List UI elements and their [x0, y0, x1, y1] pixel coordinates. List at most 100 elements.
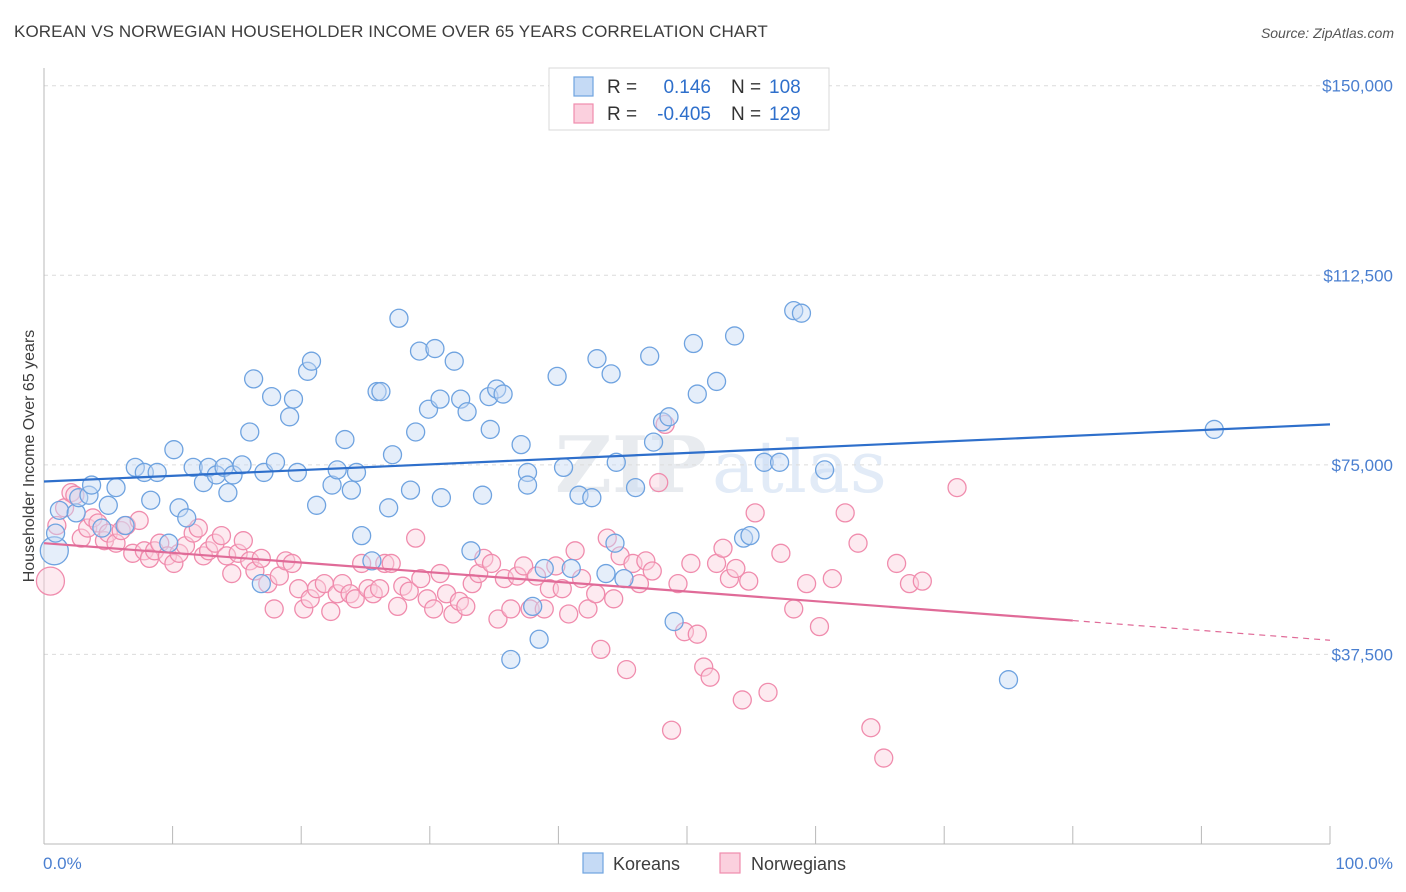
korean-point [431, 488, 452, 508]
korean-point [346, 462, 367, 483]
korean-point [501, 649, 521, 670]
norwegian-point [578, 599, 598, 619]
norwegian-point [129, 510, 149, 531]
norwegian-point [616, 659, 637, 680]
norwegian-point [591, 639, 611, 660]
chart-title: KOREAN VS NORWEGIAN HOUSEHOLDER INCOME O… [14, 22, 768, 41]
korean-point [251, 573, 271, 594]
y-axis-tick-labels: $150,000 $112,500 $75,000 $37,500 [1322, 77, 1393, 665]
korean-point [335, 429, 355, 450]
korean-point [587, 349, 607, 369]
norwegian-point [636, 551, 656, 571]
legend-n-value-koreans: 108 [769, 77, 801, 98]
norwegian-point [796, 573, 817, 594]
norwegian-point [694, 657, 714, 677]
series-legend-swatch-norwegians [719, 852, 741, 874]
y-tick-label: $75,000 [1332, 456, 1393, 475]
x-tick-label-max: 100.0% [1335, 854, 1393, 873]
korean-point [534, 558, 554, 579]
norwegian-point [233, 531, 253, 551]
korean-point [625, 477, 646, 498]
norwegian-point [681, 553, 701, 574]
korean-point [45, 523, 66, 543]
norwegian-point [369, 579, 390, 599]
norwegian-point [947, 477, 967, 498]
norwegian-point [739, 571, 759, 591]
korean-point [814, 460, 835, 480]
norwegian-point [449, 591, 470, 611]
korean-point [164, 440, 184, 460]
norwegian-point [758, 682, 778, 702]
norwegian-point [300, 589, 320, 609]
norwegian-point [559, 604, 579, 624]
korean-point [561, 558, 581, 579]
korean-point [177, 508, 197, 528]
norwegian-point [514, 556, 534, 576]
korean-point [487, 379, 507, 399]
korean-point [606, 452, 626, 472]
norwegian-point [886, 553, 907, 574]
norwegian-point [411, 568, 431, 589]
norwegian-point [520, 599, 540, 619]
norwegian-point [822, 568, 842, 589]
korean-point [287, 462, 307, 483]
korean-point [451, 389, 471, 409]
legend-swatch-norwegians [573, 103, 594, 124]
korean-point [351, 525, 372, 546]
norwegian-point [399, 581, 419, 601]
korean-point [66, 503, 86, 523]
korean-point [141, 490, 161, 510]
korean-point [106, 477, 126, 498]
korean-point [243, 369, 264, 389]
norwegian-point [406, 528, 426, 548]
korean-point [784, 301, 804, 321]
norwegian-point [469, 563, 489, 584]
korean-point [596, 563, 616, 584]
korean-point [472, 485, 493, 505]
korean-point [740, 525, 760, 546]
x-axis-ticks [43, 826, 1331, 844]
legend-swatch-koreans [573, 76, 594, 97]
korean-point [371, 381, 391, 402]
norwegian-point [393, 576, 413, 596]
norwegians-trend-line [43, 542, 1073, 622]
norwegian-point [687, 624, 707, 644]
korean-point [327, 460, 347, 480]
norwegian-point [649, 472, 669, 493]
norwegian-point [732, 690, 752, 710]
norwegian-point [264, 599, 284, 619]
korean-point [98, 495, 118, 515]
korean-point [706, 371, 727, 392]
norwegian-point [78, 518, 98, 538]
norwegian-point [784, 599, 804, 619]
korean-point [169, 498, 189, 518]
korean-point [517, 475, 538, 495]
korean-point [461, 541, 481, 561]
norwegian-point [534, 599, 554, 619]
korean-point [479, 386, 499, 407]
korean-point [306, 495, 327, 515]
korean-point [664, 611, 684, 632]
korean-point [301, 351, 322, 371]
norwegian-point [912, 571, 932, 591]
korean-point [444, 351, 464, 371]
norwegian-point [205, 533, 225, 553]
korean-point [378, 498, 399, 518]
y-tick-label: $37,500 [1332, 645, 1393, 664]
norwegian-point [719, 568, 740, 589]
norwegian-point [874, 748, 894, 768]
korean-point [341, 480, 362, 500]
watermark: ZIP atlas [555, 420, 887, 511]
norwegian-point [713, 538, 733, 558]
korean-point [493, 384, 513, 404]
korean-point [159, 533, 179, 553]
norwegian-point [456, 596, 476, 617]
korean-point [382, 445, 403, 465]
norwegian-point [848, 533, 868, 553]
korean-point [659, 407, 679, 427]
korean-point [279, 407, 300, 427]
norwegian-point [642, 561, 662, 581]
korean-point [232, 455, 252, 475]
norwegian-point [835, 503, 855, 523]
